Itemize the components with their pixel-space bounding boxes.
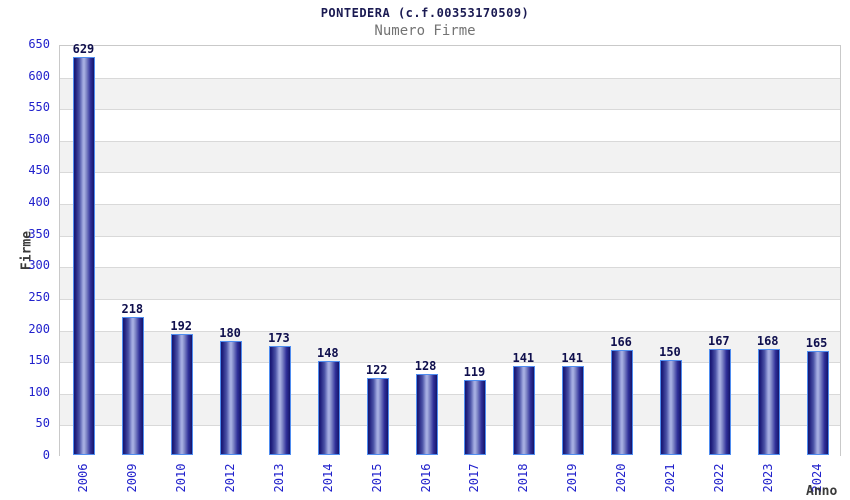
bar	[659, 360, 682, 455]
y-tick-label: 300	[28, 258, 50, 273]
y-tick-label: 150	[28, 353, 50, 368]
bar	[317, 361, 340, 455]
bar-value-label: 168	[756, 333, 779, 348]
y-tick-label: 0	[42, 448, 50, 462]
x-axis-title: Anno	[806, 484, 838, 499]
plot-band	[60, 77, 840, 110]
plot-band	[60, 46, 840, 78]
chart-title: PONTEDERA (c.f.00353170509)	[320, 6, 530, 20]
bar	[366, 377, 389, 455]
bar	[708, 349, 731, 455]
y-tick-label: 500	[28, 131, 50, 146]
bar-value-label: 122	[365, 362, 388, 377]
bar	[464, 379, 487, 455]
y-tick-label: 350	[28, 226, 50, 241]
bar-value-label: 166	[610, 335, 632, 350]
y-tick-label: 450	[28, 163, 50, 178]
bar-value-label: 192	[170, 318, 193, 333]
x-tick-label: 2019	[565, 463, 580, 493]
bar-value-label: 173	[268, 330, 290, 345]
chart-subtitle: Numero Firme	[374, 23, 476, 39]
x-tick-label: 2009	[125, 463, 140, 493]
bar-value-label: 141	[512, 350, 535, 365]
bar-value-label: 141	[561, 350, 584, 365]
x-tick-label: 2021	[662, 463, 677, 493]
x-tick-label: 2023	[760, 463, 775, 493]
bar	[415, 374, 438, 455]
bar	[122, 317, 145, 455]
bar	[268, 345, 291, 455]
x-tick-label: 2022	[711, 463, 726, 493]
bar	[611, 350, 634, 455]
plot-band	[60, 204, 840, 236]
bar	[220, 341, 243, 455]
bar-value-label: 629	[72, 42, 95, 57]
plot-band	[60, 235, 840, 268]
bar-value-label: 165	[805, 335, 828, 350]
bar-value-label: 128	[414, 359, 437, 374]
x-tick-label: 2018	[516, 463, 531, 493]
x-tick-label: 2014	[320, 463, 335, 493]
y-tick-label: 400	[28, 195, 50, 210]
y-tick-label: 200	[28, 321, 50, 336]
plot-area	[59, 45, 841, 457]
y-tick-label: 50	[35, 416, 50, 431]
bar-value-label: 167	[707, 334, 730, 349]
x-tick-label: 2017	[467, 463, 482, 493]
x-tick-label: 2006	[76, 463, 91, 493]
plot-band	[60, 298, 840, 331]
bar	[513, 365, 536, 455]
x-tick-label: 2013	[271, 463, 286, 493]
bar	[562, 365, 585, 455]
plot-band	[60, 140, 840, 173]
plot-band	[60, 267, 840, 299]
bar	[73, 57, 96, 455]
bar-value-label: 218	[121, 302, 144, 317]
y-tick-label: 550	[28, 100, 50, 115]
bar	[806, 350, 829, 455]
bar-value-label: 148	[316, 346, 339, 361]
bar	[757, 348, 780, 455]
x-tick-label: 2012	[223, 463, 238, 493]
x-tick-label: 2016	[418, 463, 433, 493]
bar-value-label: 180	[219, 326, 241, 341]
y-tick-label: 100	[28, 384, 50, 399]
y-tick-label: 600	[28, 68, 50, 83]
plot-band	[60, 109, 840, 141]
x-tick-label: 2020	[614, 463, 629, 493]
plot-band	[60, 172, 840, 205]
bar-value-label: 119	[463, 364, 486, 379]
x-tick-label: 2015	[369, 463, 384, 493]
x-tick-label: 2010	[174, 463, 189, 493]
bar	[171, 333, 194, 455]
y-tick-label: 650	[28, 37, 50, 51]
bar-value-label: 150	[659, 345, 681, 360]
y-tick-label: 250	[28, 289, 50, 304]
